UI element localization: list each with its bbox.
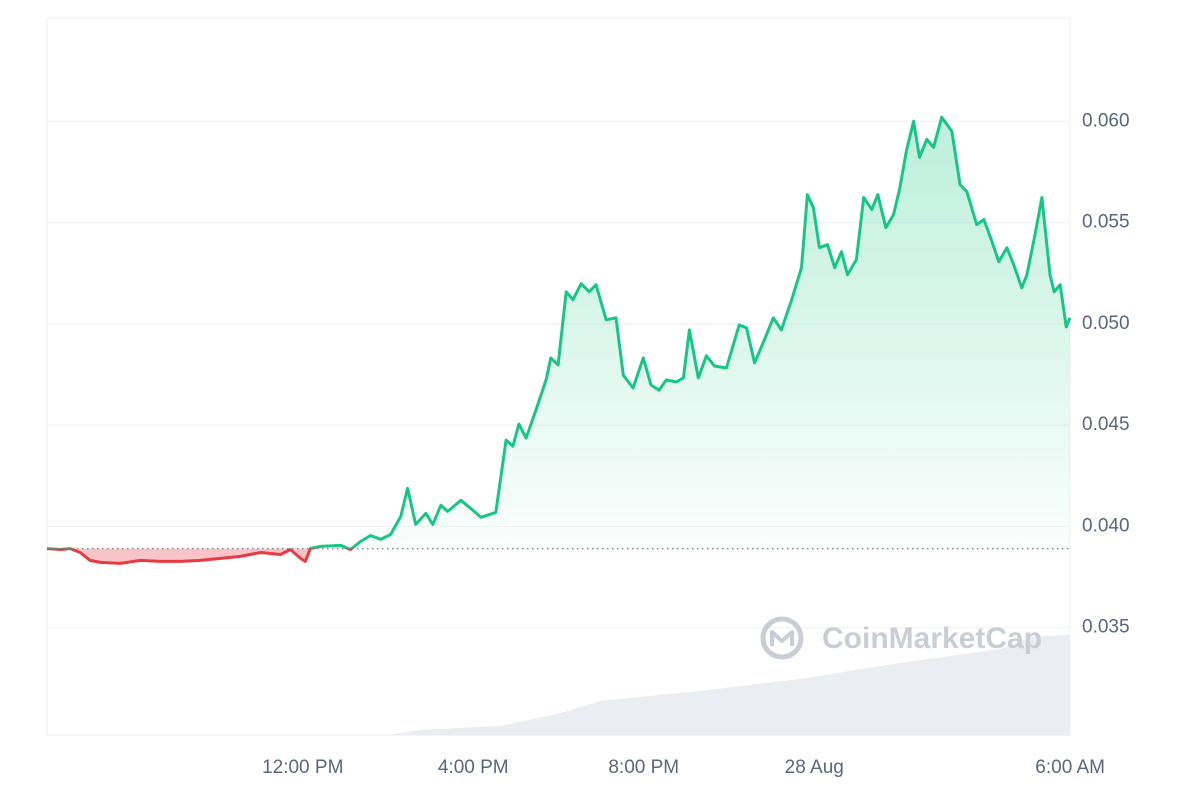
x-tick-label: 8:00 PM [608,757,679,778]
y-tick-label: 0.045 [1082,414,1130,435]
y-tick-label: 0.060 [1082,110,1130,131]
y-tick-label: 0.040 [1082,515,1130,536]
x-tick-label: 28 Aug [785,757,844,778]
y-tick-label: 0.035 [1082,617,1130,638]
price-area [47,117,1070,564]
axis-layer: 0.035 0.040 0.045 0.050 0.055 0.060 12:00 PM 4:… [47,110,1130,778]
volume-area [47,634,1070,735]
x-tick-label: 6:00 AM [1035,757,1105,778]
volume-layer [47,634,1070,735]
watermark-logo-m [770,630,794,646]
price-line [46,115,1072,565]
x-tick-label: 4:00 PM [438,757,509,778]
y-tick-label: 0.055 [1082,212,1130,233]
plot-layer [46,115,1072,565]
y-tick-label: 0.050 [1082,313,1130,334]
watermark-logo [760,616,804,660]
watermark-text: CoinMarketCap [822,622,1042,655]
watermark: CoinMarketCap [760,616,1042,660]
x-tick-label: 12:00 PM [262,757,343,778]
